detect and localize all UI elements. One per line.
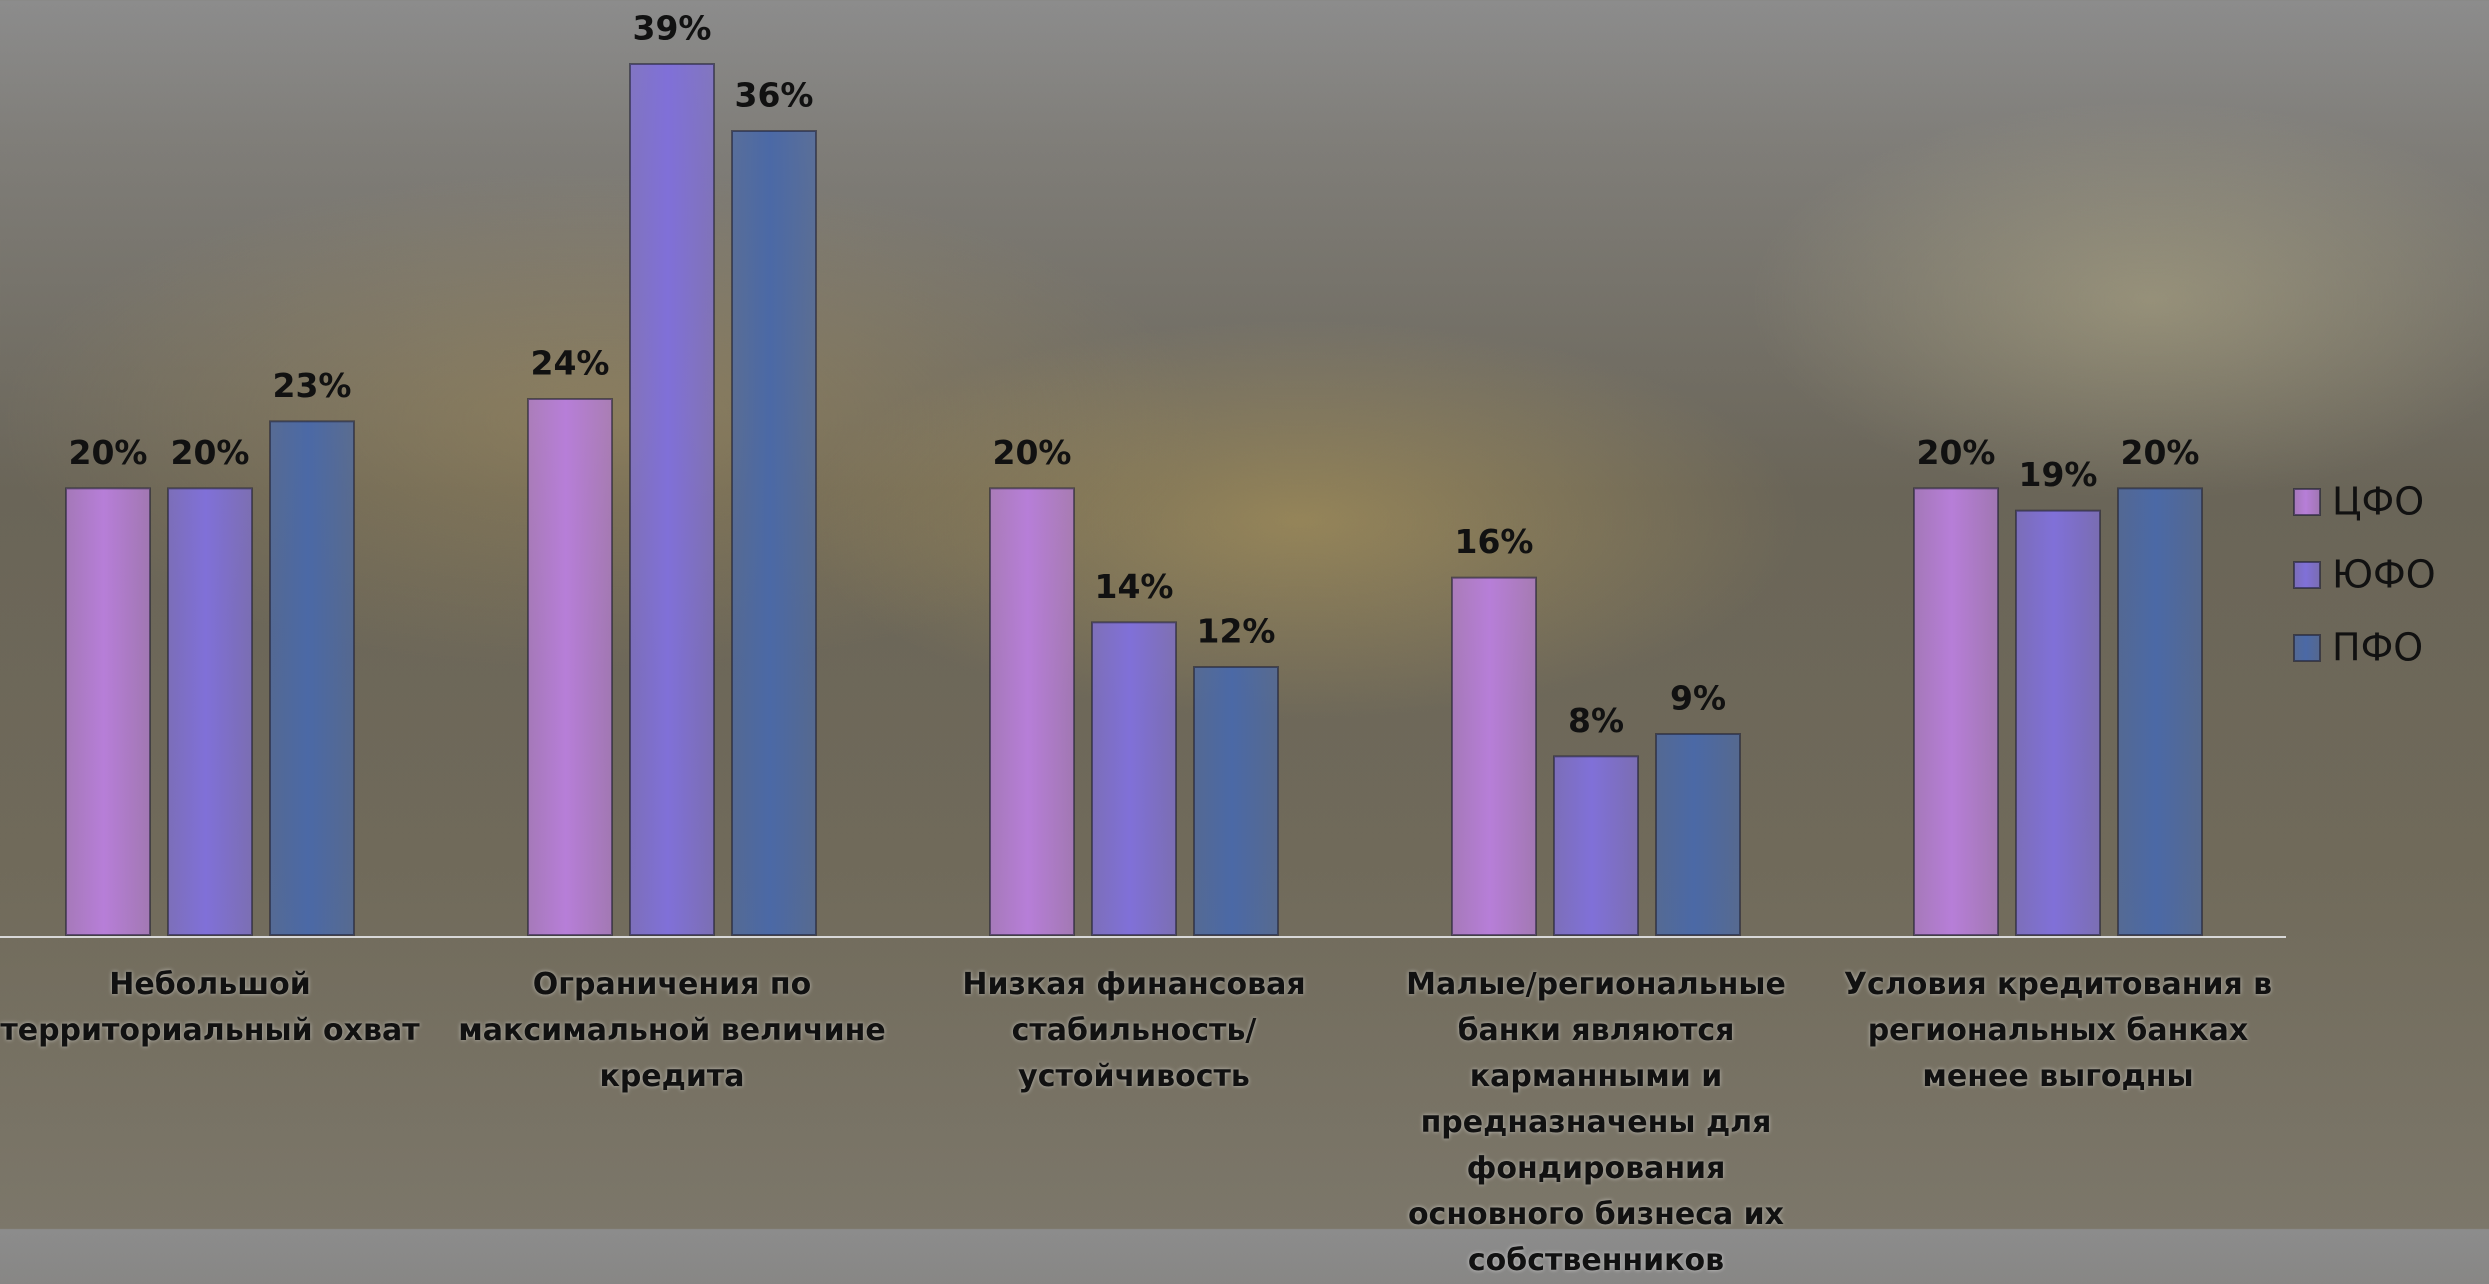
bar <box>167 487 253 936</box>
value-label: 20% <box>69 433 148 472</box>
x-tick-label: Низкая финансовая стабильность/устойчиво… <box>962 967 1306 1094</box>
bar <box>989 487 1075 936</box>
chart: 20% 20% 23% 24% 39% 36% 20% 14% 12% 16% 8% 9% 20% 19%… <box>0 9 2436 938</box>
value-label: 24% <box>531 344 610 383</box>
value-label: 23% <box>273 366 352 405</box>
x-tick-label: Малые/региональные банки являются карман… <box>1406 967 1786 1278</box>
bar <box>269 420 355 937</box>
legend-label: ПФО <box>2332 626 2423 670</box>
value-label: 9% <box>1670 679 1726 718</box>
value-label: 16% <box>1455 522 1534 561</box>
bar <box>2015 509 2101 936</box>
legend-swatch <box>2293 488 2321 516</box>
x-tick-label: Условия кредитования в региональных банк… <box>1843 967 2273 1094</box>
bar <box>1091 621 1177 936</box>
legend-swatch <box>2293 561 2321 589</box>
legend-swatch <box>2293 634 2321 662</box>
value-label: 36% <box>735 76 814 115</box>
legend-label: ЦФО <box>2332 480 2424 524</box>
value-label: 20% <box>2121 433 2200 472</box>
bar <box>1655 733 1741 936</box>
x-tick-label: Ограничения по максимальной величине кре… <box>458 967 886 1094</box>
bar <box>1193 666 1279 936</box>
x-tick-label: Небольшой территориальный охват <box>0 967 420 1048</box>
bar <box>527 398 613 936</box>
bar <box>65 487 151 936</box>
value-label: 12% <box>1197 612 1276 651</box>
value-label: 39% <box>633 9 712 48</box>
value-label: 14% <box>1095 567 1174 606</box>
legend-label: ЮФО <box>2332 553 2436 597</box>
value-label: 8% <box>1568 701 1624 740</box>
bar <box>1913 487 1999 936</box>
bar <box>629 63 715 936</box>
value-label: 20% <box>171 433 250 472</box>
bar <box>731 130 817 936</box>
value-label: 20% <box>993 433 1072 472</box>
value-label: 20% <box>1917 433 1996 472</box>
value-label: 19% <box>2019 455 2098 494</box>
bar <box>2117 487 2203 936</box>
bar <box>1451 576 1537 937</box>
bar <box>1553 755 1639 936</box>
